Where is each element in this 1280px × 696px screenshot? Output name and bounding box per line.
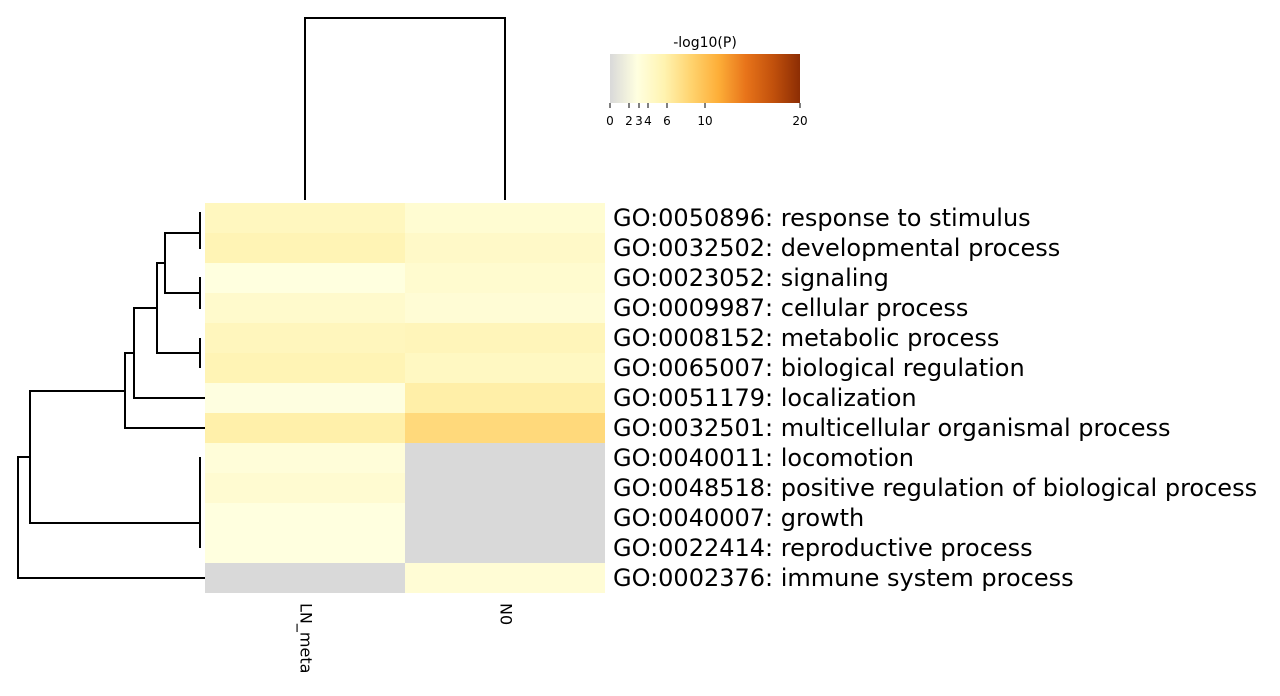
row-label: GO:0023052: signaling <box>613 264 889 292</box>
colorbar-tick-label: 20 <box>792 114 807 128</box>
heatmap-cell <box>405 383 605 413</box>
row-label: GO:0022414: reproductive process <box>613 534 1033 562</box>
row-label: GO:0040007: growth <box>613 504 864 532</box>
heatmap-cell <box>405 533 605 563</box>
colorbar-gradient <box>610 54 800 103</box>
heatmap-cell <box>405 563 605 593</box>
row-label: GO:0032501: multicellular organismal pro… <box>613 414 1171 442</box>
heatmap-cell <box>205 383 405 413</box>
colorbar-tick-label: 3 <box>635 114 643 128</box>
row-label: GO:0032502: developmental process <box>613 234 1060 262</box>
heatmap-cell <box>405 353 605 383</box>
colorbar-tick-label: 4 <box>644 114 652 128</box>
colorbar-tick-label: 10 <box>697 114 712 128</box>
row-dendrogram <box>17 212 205 579</box>
row-label: GO:0050896: response to stimulus <box>613 204 1031 232</box>
heatmap-cell <box>405 263 605 293</box>
heatmap-cell <box>205 293 405 323</box>
heatmap-cell <box>205 233 405 263</box>
column-label: N0 <box>497 603 516 625</box>
heatmap-cell <box>405 503 605 533</box>
heatmap-cell <box>205 473 405 503</box>
heatmap-cell <box>205 533 405 563</box>
heatmap-cell <box>205 353 405 383</box>
row-label: GO:0009987: cellular process <box>613 294 968 322</box>
heatmap-cell <box>205 203 405 233</box>
row-label: GO:0040011: locomotion <box>613 444 914 472</box>
heatmap-cell <box>405 293 605 323</box>
heatmap-cell <box>205 563 405 593</box>
heatmap-cell <box>405 203 605 233</box>
heatmap-cell <box>405 473 605 503</box>
row-label: GO:0065007: biological regulation <box>613 354 1025 382</box>
heatmap-cell <box>405 443 605 473</box>
colorbar-tick-label: 2 <box>625 114 633 128</box>
colorbar-tick-label: 0 <box>606 114 614 128</box>
column-label: LN_meta <box>296 603 316 673</box>
row-label: GO:0051179: localization <box>613 384 917 412</box>
row-label: GO:0048518: positive regulation of biolo… <box>613 474 1257 502</box>
heatmap-cell <box>405 233 605 263</box>
row-labels: GO:0050896: response to stimulusGO:00325… <box>613 204 1257 592</box>
colorbar-tick-label: 6 <box>663 114 671 128</box>
column-labels: LN_meta N0 <box>296 603 516 673</box>
colorbar: -log10(P) 0 2 3 4 6 10 20 <box>606 35 807 128</box>
heatmap-cell <box>205 413 405 443</box>
column-dendrogram <box>304 17 506 200</box>
heatmap-cell <box>405 323 605 353</box>
row-label: GO:0008152: metabolic process <box>613 324 999 352</box>
colorbar-title: -log10(P) <box>673 35 737 51</box>
row-label: GO:0002376: immune system process <box>613 564 1074 592</box>
heatmap-cells <box>205 203 605 593</box>
heatmap-cell <box>205 443 405 473</box>
heatmap-cell <box>205 323 405 353</box>
heatmap-cell <box>405 413 605 443</box>
heatmap-cell <box>205 503 405 533</box>
heatmap-cell <box>205 263 405 293</box>
